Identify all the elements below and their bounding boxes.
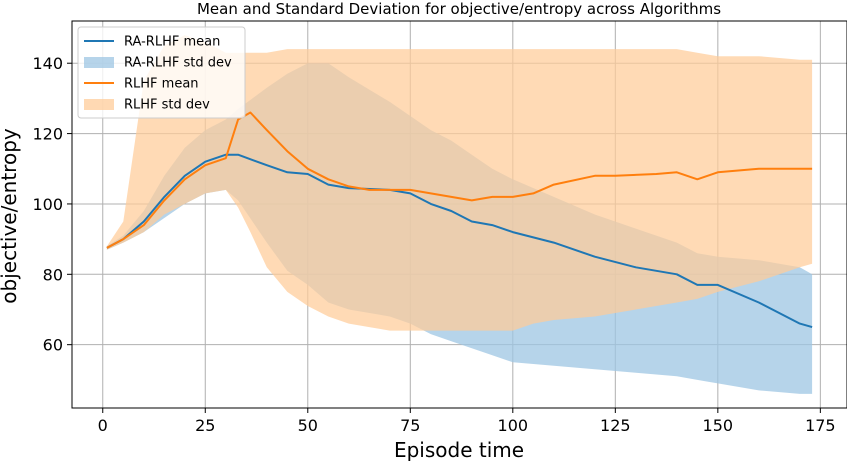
- chart-title: Mean and Standard Deviation for objectiv…: [197, 0, 721, 18]
- y-tick-label-140: 140: [32, 54, 63, 73]
- legend: RA-RLHF mean RA-RLHF std dev RLHF mean RLHF…: [77, 26, 246, 119]
- y-tick-label-60: 60: [43, 336, 63, 355]
- plot-area-frame: [71, 20, 847, 409]
- y-tick-label-100: 100: [32, 195, 63, 214]
- x-tick-label-175: 175: [805, 416, 836, 435]
- legend-label-rlhf-mean: RLHF mean: [124, 77, 199, 92]
- x-tick-label-150: 150: [703, 416, 734, 435]
- legend-label-rlhf-std-dev: RLHF std dev: [124, 98, 210, 113]
- legend-swatch-rlhf-std-dev: [84, 99, 114, 110]
- x-tick-label-75: 75: [400, 416, 420, 435]
- x-tick-label-0: 0: [98, 416, 108, 435]
- axis-ticks: 0 25 50 75 100 125 150 175 60 80 100 120 140: [32, 54, 835, 435]
- x-tick-label-125: 125: [600, 416, 631, 435]
- legend-label-ra-rlhf-mean: RA-RLHF mean: [124, 35, 220, 50]
- y-tick-label-120: 120: [32, 125, 63, 144]
- legend-label-ra-rlhf-std-dev: RA-RLHF std dev: [124, 56, 232, 71]
- mean-lines: [106, 111, 813, 329]
- x-tick-label-50: 50: [298, 416, 318, 435]
- x-tick-label-100: 100: [498, 416, 529, 435]
- legend-swatch-ra-rlhf-std-dev: [84, 57, 114, 68]
- rlhf-mean-line: [106, 111, 813, 249]
- y-axis-label: objective/entropy: [0, 128, 21, 304]
- x-axis-label: Episode time: [394, 438, 524, 461]
- y-tick-label-80: 80: [43, 265, 63, 284]
- legend-box: [77, 26, 246, 119]
- x-tick-label-25: 25: [195, 416, 215, 435]
- ra-rlhf-mean-line: [106, 153, 813, 329]
- rlhf-std-dev-band: [106, 35, 813, 331]
